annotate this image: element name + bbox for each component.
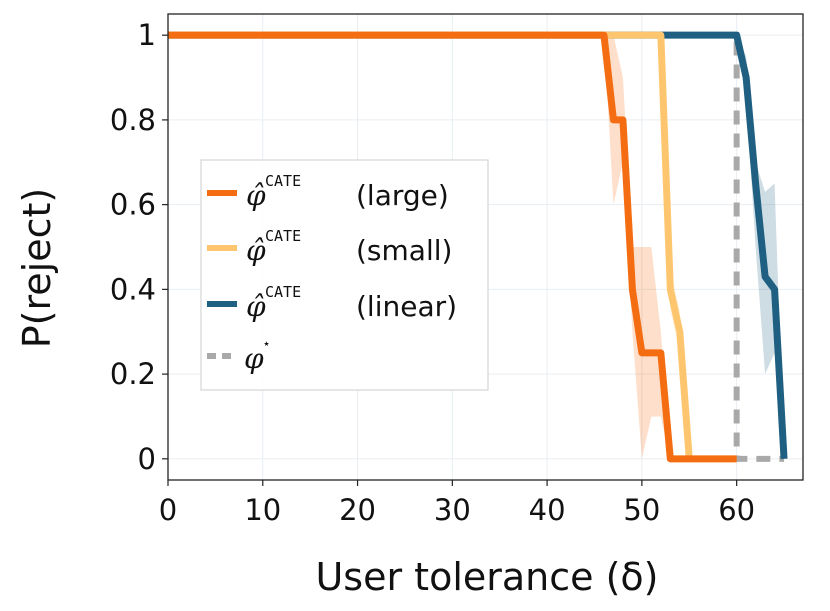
legend-sup-phi-star: ⋆	[262, 335, 271, 353]
legend-phi-linear: φ̂	[246, 290, 266, 323]
x-tick-label: 10	[244, 493, 281, 527]
legend-entry-linear: φ̂ CATE (linear)	[207, 283, 457, 323]
x-axis-title: User tolerance (δ)	[315, 555, 658, 599]
axis-ticks: 0 10 20 30 40 50 60 0 0.2 0.4 0.6 0.8 1	[110, 18, 755, 527]
y-tick-label: 0.2	[110, 357, 156, 391]
legend-phi-small: φ̂	[246, 234, 266, 267]
x-tick-label: 60	[718, 493, 755, 527]
legend-sup-large: CATE	[265, 172, 301, 190]
x-tick-label: 40	[529, 493, 566, 527]
x-tick-label: 20	[339, 493, 376, 527]
legend-entry-small: φ̂ CATE (small)	[207, 227, 452, 267]
legend-entry-large: φ̂ CATE (large)	[207, 172, 449, 212]
legend: φ̂ CATE (large) φ̂ CATE (small) φ̂ CATE …	[200, 159, 489, 391]
y-axis-title: P(reject)	[15, 188, 59, 348]
series-line-large	[168, 31, 737, 463]
series-lines	[168, 31, 788, 463]
y-tick-label: 0	[138, 442, 156, 476]
y-tick-label: 0.6	[110, 188, 156, 222]
legend-entry-phi-star: φ ⋆	[207, 335, 271, 375]
legend-phi-star: φ	[244, 342, 264, 375]
legend-sup-small: CATE	[265, 227, 301, 245]
x-tick-label: 30	[434, 493, 471, 527]
series-line-linear	[168, 31, 788, 460]
y-tick-label: 1	[138, 18, 156, 52]
legend-label-large: (large)	[356, 179, 449, 212]
y-tick-label: 0.4	[110, 272, 156, 306]
legend-label-small: (small)	[356, 234, 452, 267]
y-tick-label: 0.8	[110, 103, 156, 137]
legend-label-linear: (linear)	[356, 290, 457, 323]
x-tick-label: 50	[623, 493, 660, 527]
legend-box	[200, 159, 489, 391]
x-tick-label: 0	[159, 493, 177, 527]
legend-sup-linear: CATE	[265, 283, 301, 301]
plot-frame	[167, 13, 804, 481]
legend-phi-large: φ̂	[246, 179, 266, 212]
